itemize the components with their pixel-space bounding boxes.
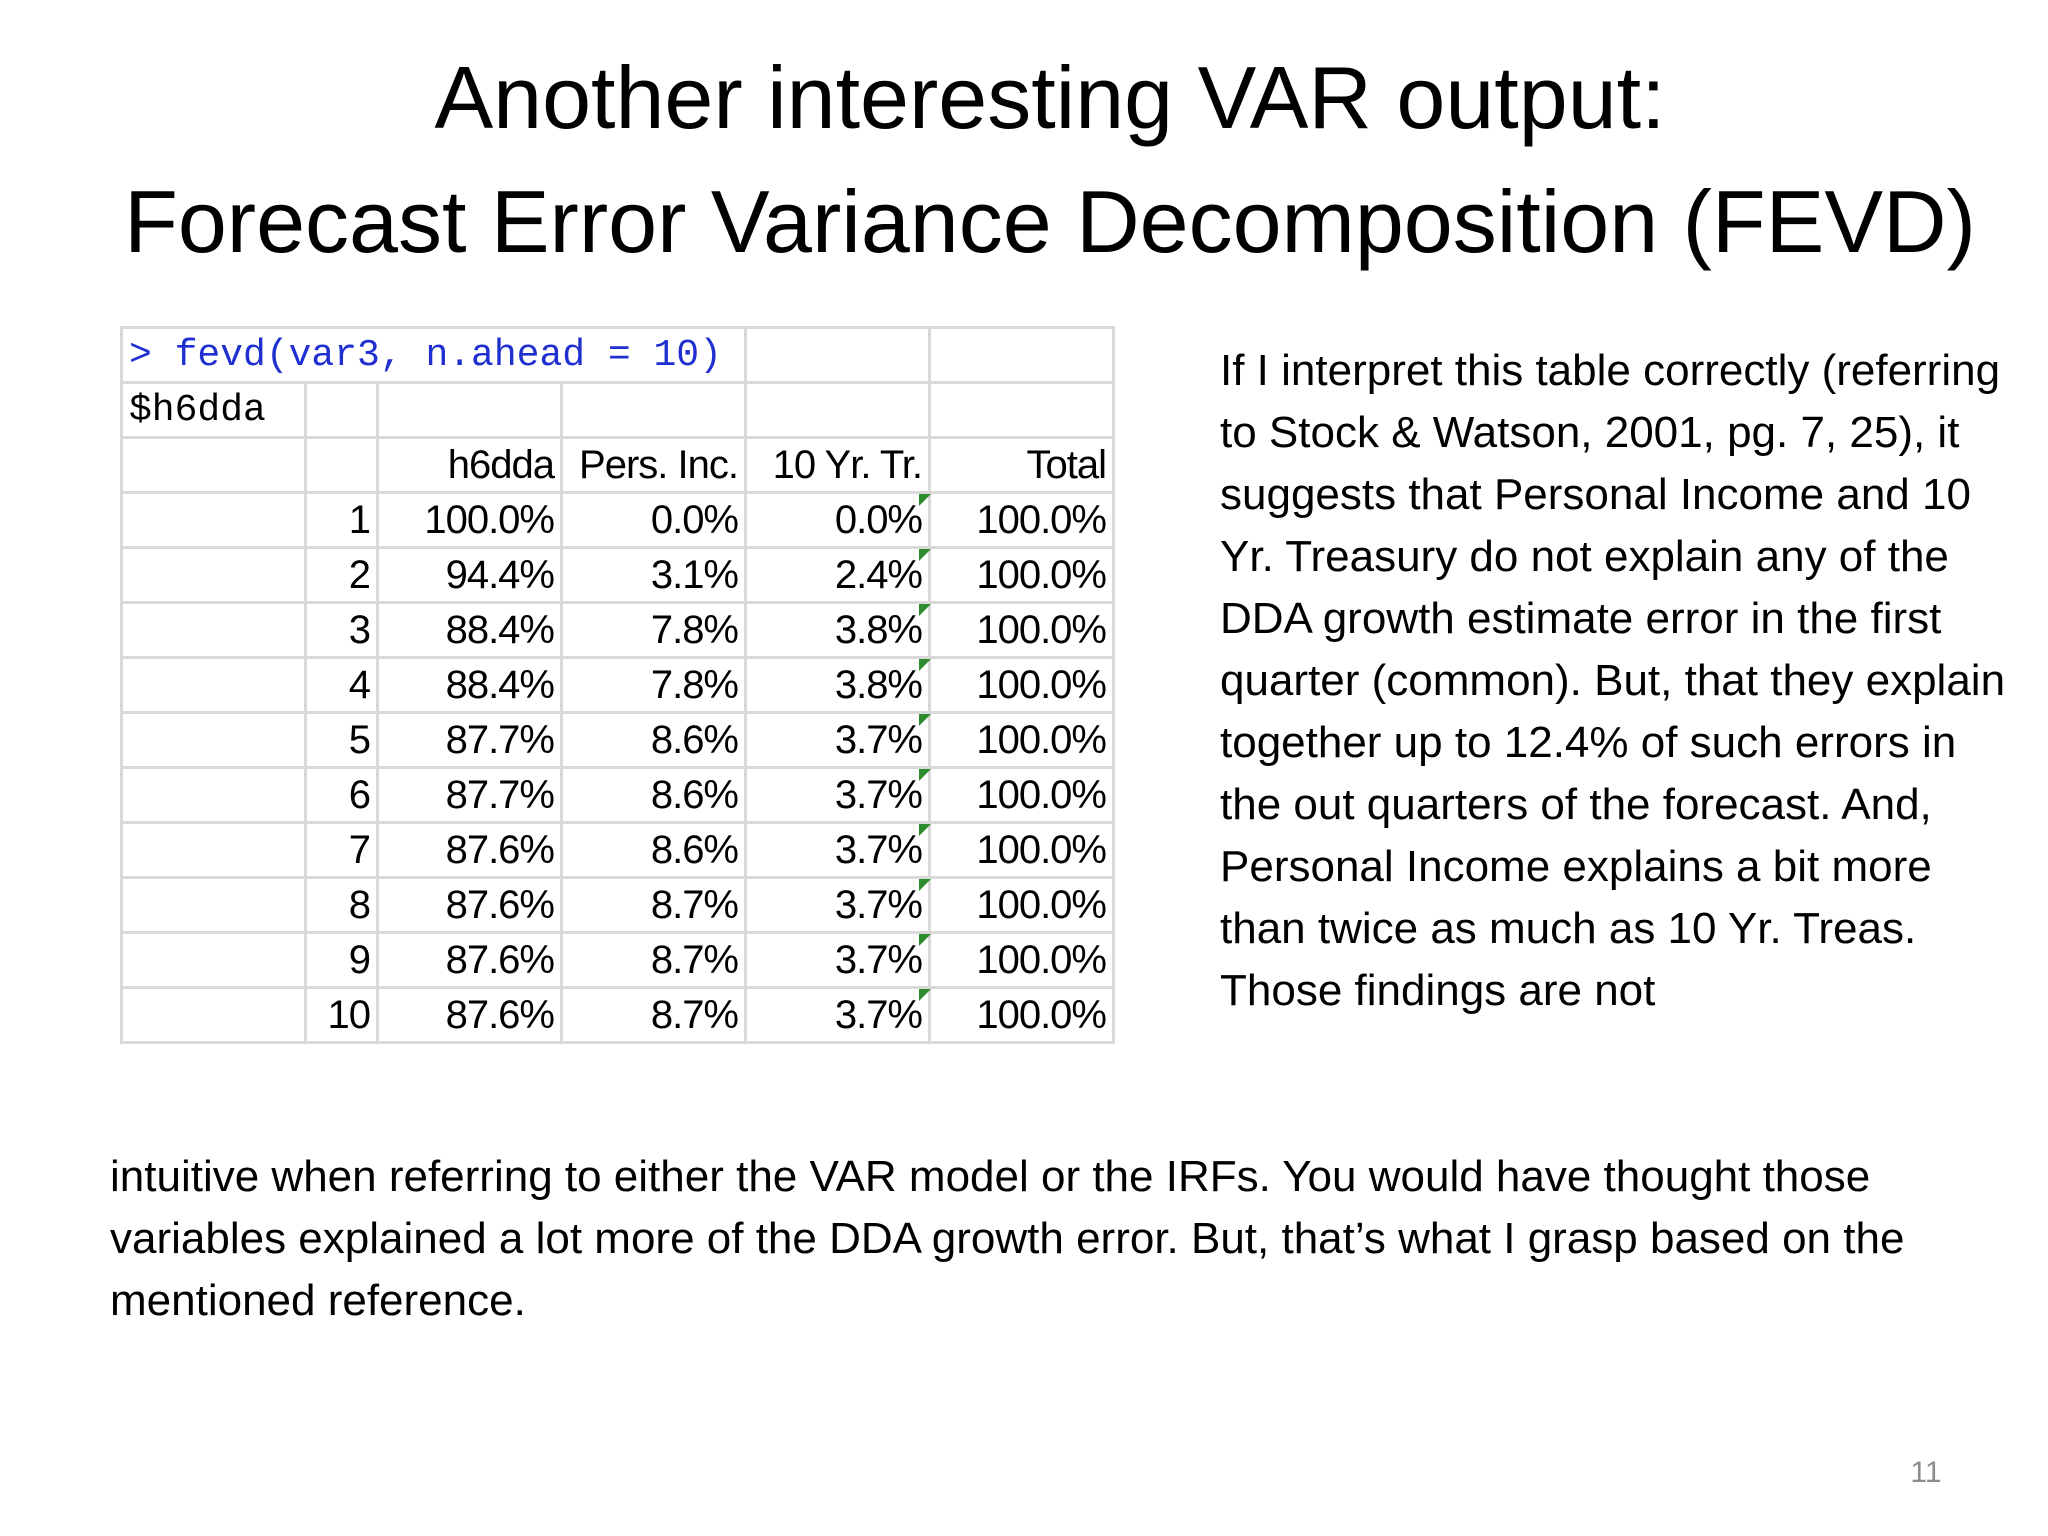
total-cell: 100.0%: [928, 876, 1115, 934]
empty-cell: [120, 876, 307, 934]
empty-cell: [928, 381, 1115, 439]
column-header-10yr-tr: 10 Yr. Tr.: [744, 436, 931, 494]
step-cell: 5: [304, 711, 379, 769]
empty-cell: [744, 326, 931, 384]
ten-yr-tr-cell: 3.7%: [744, 931, 933, 989]
pers-inc-cell: 8.6%: [560, 766, 747, 824]
total-cell: 100.0%: [928, 546, 1115, 604]
empty-cell: [560, 381, 747, 439]
total-cell: 100.0%: [928, 766, 1115, 824]
step-cell: 2: [304, 546, 379, 604]
page-number: 11: [1910, 1456, 1942, 1489]
pers-inc-cell: 8.6%: [560, 711, 747, 769]
empty-cell: [120, 491, 307, 549]
step-cell: 7: [304, 821, 379, 879]
h6dda-cell: 87.6%: [376, 986, 563, 1044]
step-cell: 3: [304, 601, 379, 659]
empty-cell: [304, 436, 379, 494]
ten-yr-tr-cell: 3.8%: [744, 601, 933, 659]
pers-inc-cell: 3.1%: [560, 546, 747, 604]
ten-yr-tr-cell: 3.7%: [744, 766, 933, 824]
empty-cell: [928, 326, 1115, 384]
table-row: 5 87.7% 8.6% 3.7% 100.0%: [120, 711, 1115, 769]
ten-yr-tr-cell: 3.7%: [744, 821, 933, 879]
slide-title-line-1: Another interesting VAR output:: [434, 48, 1666, 147]
slide-title: Another interesting VAR output: Forecast…: [0, 36, 2048, 284]
table-row: 6 87.7% 8.6% 3.7% 100.0%: [120, 766, 1115, 824]
empty-cell: [120, 986, 307, 1044]
table-row: 10 87.6% 8.7% 3.7% 100.0%: [120, 986, 1115, 1044]
fevd-table-body: > fevd(var3, n.ahead = 10) $h6dda h6dda …: [120, 326, 1115, 1044]
column-header-total: Total: [928, 436, 1115, 494]
total-cell: 100.0%: [928, 656, 1115, 714]
table-row: 1 100.0% 0.0% 0.0% 100.0%: [120, 491, 1115, 549]
pers-inc-cell: 8.7%: [560, 931, 747, 989]
h6dda-cell: 94.4%: [376, 546, 563, 604]
total-cell: 100.0%: [928, 931, 1115, 989]
pers-inc-cell: 0.0%: [560, 491, 747, 549]
ten-yr-tr-cell: 0.0%: [744, 491, 933, 549]
pers-inc-cell: 7.8%: [560, 601, 747, 659]
pers-inc-cell: 8.6%: [560, 821, 747, 879]
empty-cell: [376, 381, 563, 439]
table-row: 7 87.6% 8.6% 3.7% 100.0%: [120, 821, 1115, 879]
h6dda-cell: 88.4%: [376, 656, 563, 714]
empty-cell: [744, 381, 931, 439]
step-cell: 4: [304, 656, 379, 714]
fevd-table: > fevd(var3, n.ahead = 10) $h6dda h6dda …: [120, 326, 1115, 1044]
empty-cell: [120, 821, 307, 879]
pers-inc-cell: 7.8%: [560, 656, 747, 714]
empty-cell: [120, 546, 307, 604]
ten-yr-tr-cell: 3.7%: [744, 711, 933, 769]
h6dda-cell: 87.7%: [376, 711, 563, 769]
header-row: h6dda Pers. Inc. 10 Yr. Tr. Total: [120, 436, 1115, 494]
ten-yr-tr-cell: 3.8%: [744, 656, 933, 714]
h6dda-cell: 88.4%: [376, 601, 563, 659]
table-row: 3 88.4% 7.8% 3.8% 100.0%: [120, 601, 1115, 659]
list-name-row: $h6dda: [120, 381, 1115, 439]
ten-yr-tr-cell: 3.7%: [744, 986, 933, 1044]
r-command: > fevd(var3, n.ahead = 10): [120, 326, 747, 384]
pers-inc-cell: 8.7%: [560, 986, 747, 1044]
empty-cell: [120, 931, 307, 989]
table-row: 2 94.4% 3.1% 2.4% 100.0%: [120, 546, 1115, 604]
pers-inc-cell: 8.7%: [560, 876, 747, 934]
step-cell: 1: [304, 491, 379, 549]
h6dda-cell: 100.0%: [376, 491, 563, 549]
empty-cell: [120, 766, 307, 824]
empty-cell: [304, 381, 379, 439]
h6dda-cell: 87.6%: [376, 821, 563, 879]
step-cell: 8: [304, 876, 379, 934]
h6dda-cell: 87.6%: [376, 876, 563, 934]
ten-yr-tr-cell: 2.4%: [744, 546, 933, 604]
list-name: $h6dda: [120, 381, 307, 439]
column-header-h6dda: h6dda: [376, 436, 563, 494]
total-cell: 100.0%: [928, 491, 1115, 549]
slide-title-line-2: Forecast Error Variance Decomposition (F…: [124, 172, 1976, 271]
empty-cell: [120, 656, 307, 714]
total-cell: 100.0%: [928, 601, 1115, 659]
h6dda-cell: 87.6%: [376, 931, 563, 989]
table-row: 4 88.4% 7.8% 3.8% 100.0%: [120, 656, 1115, 714]
h6dda-cell: 87.7%: [376, 766, 563, 824]
table-row: 9 87.6% 8.7% 3.7% 100.0%: [120, 931, 1115, 989]
empty-cell: [120, 601, 307, 659]
empty-cell: [120, 711, 307, 769]
total-cell: 100.0%: [928, 711, 1115, 769]
command-row: > fevd(var3, n.ahead = 10): [120, 326, 1115, 384]
step-cell: 6: [304, 766, 379, 824]
ten-yr-tr-cell: 3.7%: [744, 876, 933, 934]
commentary-bottom: intuitive when referring to either the V…: [110, 1152, 1905, 1325]
column-header-pers-inc: Pers. Inc.: [560, 436, 747, 494]
total-cell: 100.0%: [928, 986, 1115, 1044]
empty-cell: [120, 436, 307, 494]
step-cell: 9: [304, 931, 379, 989]
total-cell: 100.0%: [928, 821, 1115, 879]
step-cell: 10: [304, 986, 379, 1044]
table-row: 8 87.6% 8.7% 3.7% 100.0%: [120, 876, 1115, 934]
commentary-side: If I interpret this table correctly (ref…: [1220, 346, 2006, 1015]
